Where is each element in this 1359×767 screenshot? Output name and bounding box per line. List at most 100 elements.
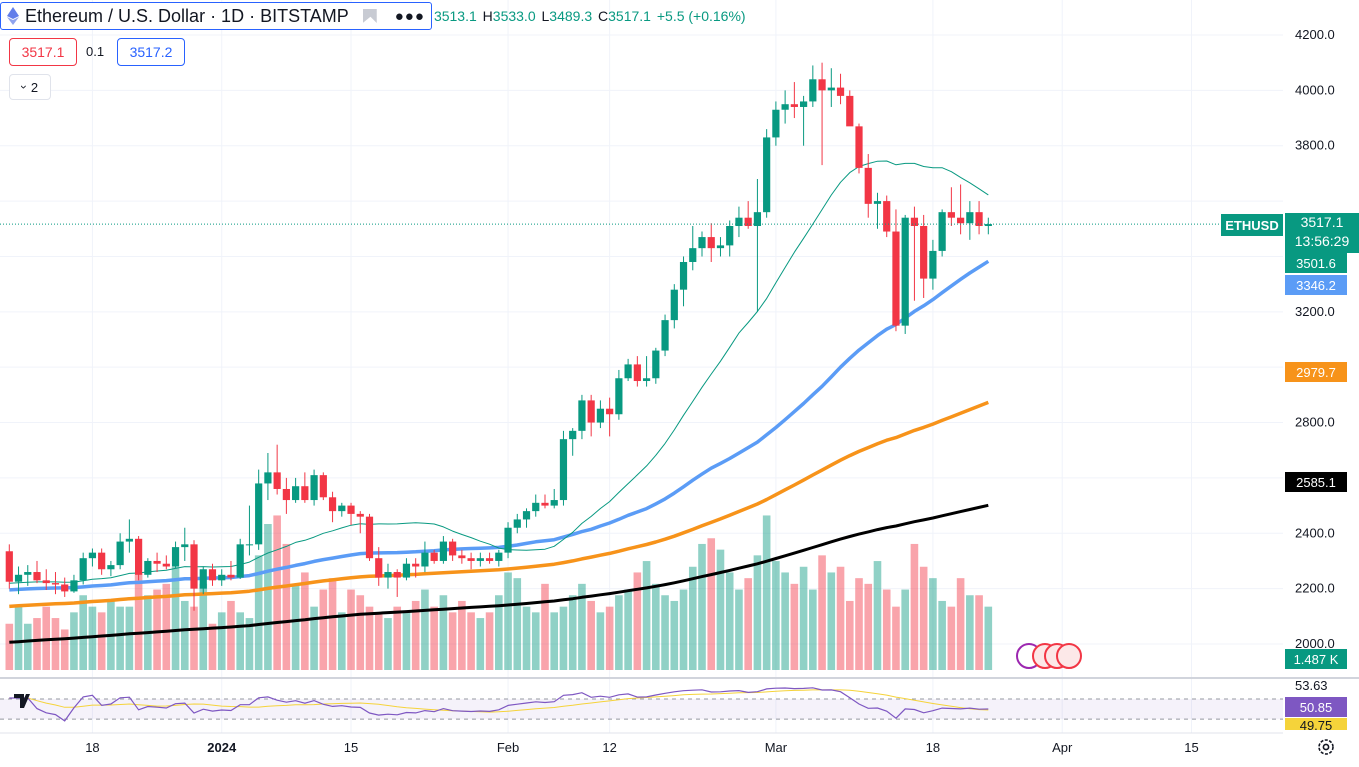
x-tick-label: Mar (765, 740, 788, 755)
us-flag-event-icon[interactable] (1056, 643, 1082, 669)
more-options-icon[interactable]: ●●● (394, 7, 425, 25)
candle-body (679, 261, 688, 290)
symbol-box[interactable]: Ethereum / U.S. Dollar · 1D · BITSTAMP ●… (0, 2, 432, 30)
rsi-line (9, 687, 989, 722)
y-tick-label: 2000.0 (1295, 636, 1335, 651)
candle-body (199, 569, 207, 589)
buy-button[interactable]: 3517.2 (117, 38, 185, 66)
volume-bar (208, 623, 217, 670)
volume-bars (5, 515, 993, 670)
candle-body (5, 551, 13, 582)
candle-body (513, 519, 521, 528)
volume-bar (587, 600, 595, 670)
candle-body (818, 79, 826, 91)
candle-body (929, 250, 937, 279)
volume-bar (818, 555, 826, 670)
x-tick-label: 18 (926, 740, 940, 755)
volume-bar (781, 572, 789, 670)
chart-extras (0, 223, 1359, 708)
volume-bar (319, 589, 328, 670)
candle-body (79, 558, 87, 581)
candle-body (402, 563, 411, 578)
volume-bar (522, 606, 531, 670)
candle-body (846, 95, 854, 127)
volume-bar (337, 612, 346, 670)
volume-bar (236, 612, 244, 670)
volume-bar (753, 555, 762, 670)
indicators-toggle-button[interactable]: › 2 (9, 74, 51, 100)
y-tick-label: 2200.0 (1295, 581, 1335, 596)
candle-body (98, 552, 106, 570)
volume-bar (162, 583, 171, 670)
candle-body (282, 488, 290, 501)
candle-body (689, 248, 697, 262)
y-tick-label: 4000.0 (1295, 82, 1335, 97)
symbol-title[interactable]: Ethereum / U.S. Dollar · 1D · BITSTAMP (25, 5, 349, 26)
volume-bar (919, 566, 928, 670)
volume-bar (809, 589, 817, 670)
candle-body (587, 400, 595, 423)
candle-body (532, 502, 540, 512)
candle-body (319, 475, 327, 498)
candle-body (347, 505, 355, 514)
ma200-tag: 2585.1 (1285, 472, 1347, 492)
volume-bar (707, 538, 716, 670)
candle-body (920, 226, 928, 279)
candle-body (365, 516, 374, 559)
volume-bar (568, 595, 577, 670)
volume-bar (356, 595, 365, 670)
volume-bar (347, 589, 355, 670)
y-tick-label: 3200.0 (1295, 304, 1335, 319)
volume-bar (60, 629, 69, 670)
ma100-line (9, 400, 989, 609)
candle-body (661, 320, 669, 351)
volume-bar (688, 566, 697, 670)
ohlc-high-label: H (482, 8, 493, 24)
flag-icon[interactable] (362, 9, 377, 23)
candles (5, 62, 992, 611)
volume-bar (596, 612, 605, 670)
y-tick-label: 4200.0 (1295, 27, 1335, 42)
volume-bar (245, 618, 254, 670)
candle-body (328, 497, 337, 512)
ohlc-close: 3517.1 (608, 8, 651, 24)
volume-bar (439, 595, 448, 670)
volume-bar (23, 623, 32, 670)
candle-body (338, 505, 346, 512)
ma50-tag: 3346.2 (1285, 275, 1347, 295)
volume-bar (476, 618, 485, 670)
ohlc-high: 3533.0 (492, 8, 536, 24)
volume-bar (51, 618, 60, 670)
volume-bar (605, 606, 614, 670)
ohlc-open: 3513.1 (433, 8, 477, 24)
candle-body (910, 217, 919, 227)
volume-bar (254, 555, 263, 670)
volume-bar (365, 606, 374, 670)
volume-bar (772, 561, 780, 670)
candle-body (827, 87, 835, 91)
x-tick-label: 15 (344, 740, 358, 755)
volume-bar (984, 606, 993, 670)
volume-bar (624, 589, 632, 670)
ohlc-close-label: C (598, 8, 609, 24)
volume-bar (513, 578, 522, 670)
volume-bar (938, 600, 946, 670)
sell-button[interactable]: 3517.1 (9, 38, 77, 66)
volume-bar (541, 583, 549, 670)
gear-icon[interactable] (1316, 737, 1336, 757)
volume-bar (873, 561, 882, 670)
candle-body (458, 555, 466, 559)
candle-body (273, 472, 281, 489)
volume-bar (762, 515, 771, 670)
candle-body (88, 552, 97, 559)
candle-body (864, 167, 872, 204)
candle-body (24, 572, 32, 575)
y-tick-label: 3800.0 (1295, 138, 1335, 153)
candle-body (116, 541, 124, 566)
candle-body (716, 245, 725, 249)
moving-averages (9, 160, 990, 644)
candle-body (135, 538, 143, 575)
volume-bar (495, 595, 503, 670)
candle-body (476, 558, 484, 561)
